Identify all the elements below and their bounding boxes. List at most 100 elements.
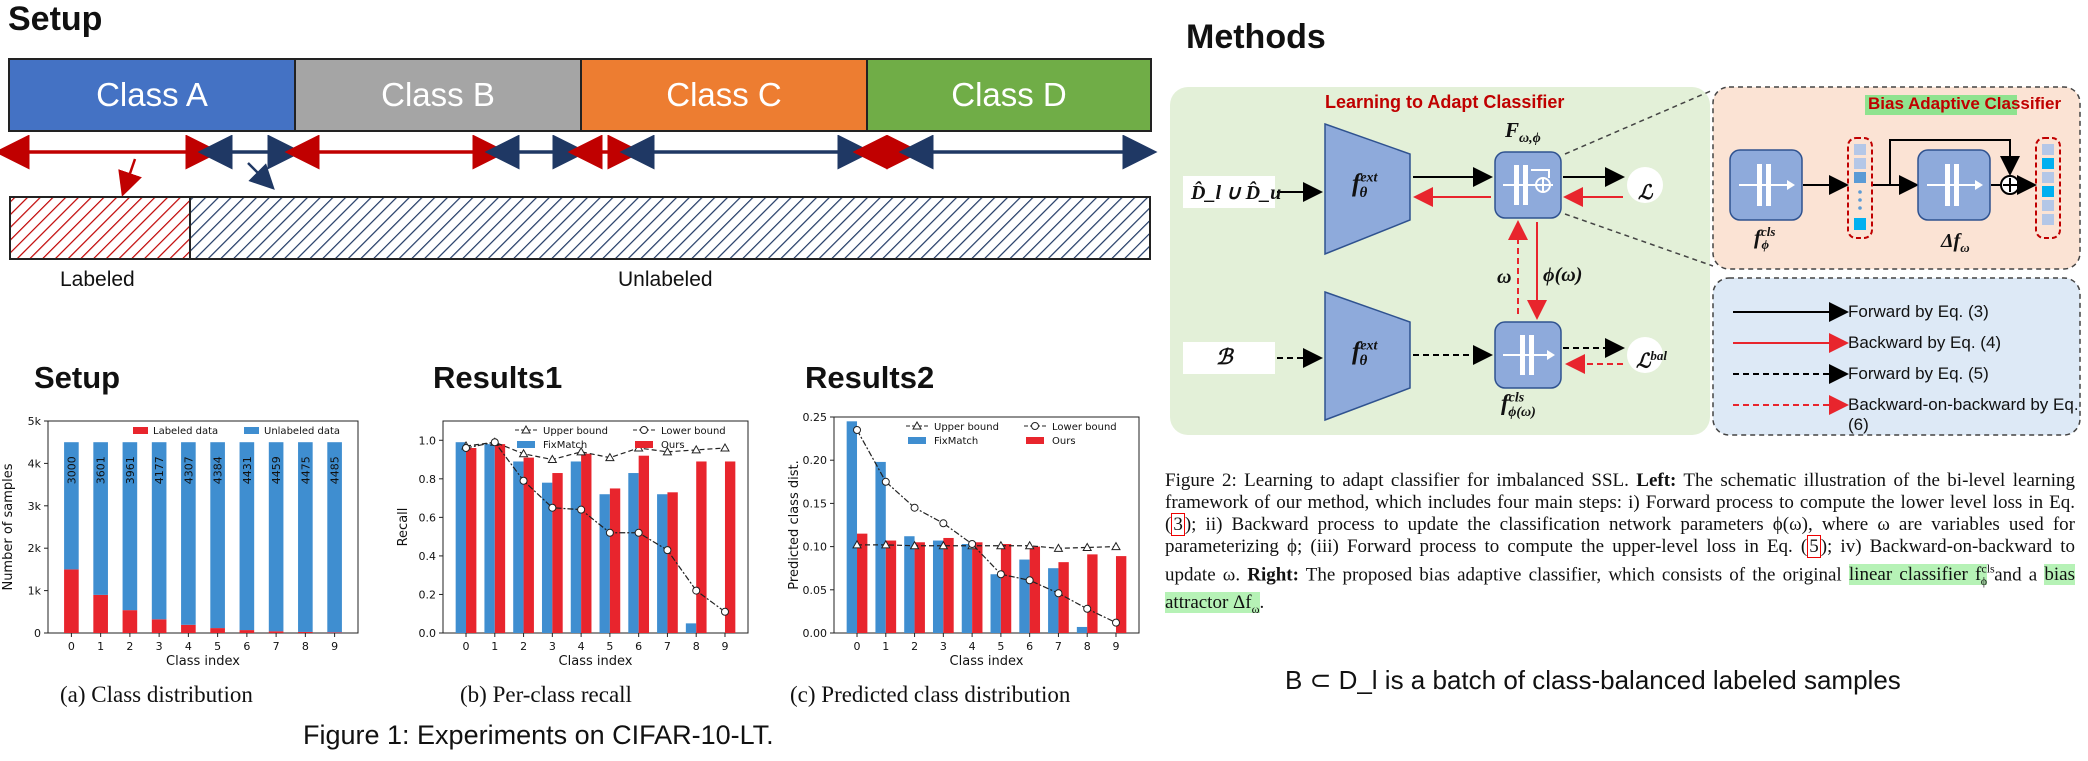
bar-labeled	[298, 631, 313, 633]
input-bottom-label: ℬ	[1216, 345, 1233, 369]
legend-marker-upper	[912, 420, 922, 430]
legend-entry-3: Forward by Eq. (5)	[1848, 364, 1989, 383]
y-tick-label: 0.0	[419, 627, 437, 640]
bar-fixmatch	[513, 461, 524, 633]
batch-note: B ⊂ D_l is a batch of class-balanced lab…	[1285, 665, 1901, 695]
lower-bound-point	[853, 425, 862, 434]
x-tick-label: 8	[1084, 640, 1091, 653]
upper-bound-point	[909, 540, 920, 550]
upper-bound-point	[1111, 541, 1121, 551]
plot-frame	[833, 416, 1140, 634]
f-cls-right-label: fclsϕ	[1754, 224, 1776, 253]
bar-value-label: 4475	[299, 456, 312, 484]
bar-fixmatch	[904, 536, 915, 633]
x-tick-label: 6	[635, 640, 642, 653]
lower-bound-point	[996, 570, 1005, 579]
bar-fixmatch	[846, 421, 858, 633]
bar-ours	[523, 457, 534, 633]
x-tick-label: 3	[549, 640, 556, 653]
legend-upper-bound: Upper bound	[543, 426, 608, 437]
f-ext-top-label: fextθ	[1352, 170, 1378, 201]
extractor-top	[1324, 122, 1411, 256]
upper-bound-point	[1082, 542, 1093, 551]
x-tick-label: 3	[940, 640, 947, 653]
bar-ours	[466, 447, 477, 633]
upper-bound-point	[605, 452, 615, 462]
x-tick-label: 4	[578, 640, 585, 653]
x-tick-label: 6	[1026, 640, 1033, 653]
bar-ours	[914, 542, 925, 633]
lower-bound-point	[1025, 576, 1034, 585]
upper-bound-point	[1024, 540, 1035, 550]
bar-labeled	[327, 632, 342, 633]
class-box-d: Class D	[866, 58, 1152, 132]
bar-ours	[581, 453, 592, 633]
x-tick-label: 4	[969, 640, 976, 653]
y-tick-label: 0.2	[419, 588, 437, 601]
x-tick-label: 7	[273, 640, 280, 653]
legend-upper-bound: Upper bound	[934, 422, 999, 433]
chart-class-distribution: 0 1k 2k 3k 4k 5k 0 1 2 3 4 5 6 7 8 9 Class index Number o…	[1, 415, 359, 669]
legend-labeled: Labeled data	[153, 426, 218, 437]
bar-value-label: 3961	[124, 456, 137, 484]
legend-swatch-unlabeled	[244, 427, 259, 434]
x-tick-label: 0	[68, 640, 75, 653]
labeled-bar	[9, 196, 191, 260]
lower-bound-point	[692, 586, 701, 595]
lower-bound-point	[605, 528, 614, 537]
legend-swatch-fixmatch	[908, 437, 926, 444]
x-tick-label: 3	[156, 640, 163, 653]
bar-ours	[1029, 546, 1041, 633]
lower-bound-point	[577, 505, 586, 514]
y-axis-label: Predicted class dist.	[787, 460, 802, 589]
bar-fixmatch	[455, 442, 467, 633]
upper-bound-point	[662, 446, 673, 456]
legend-marker-lower	[1031, 422, 1039, 430]
learning-panel	[1170, 87, 1710, 435]
unlabeled-label: Unlabeled	[618, 268, 713, 291]
logit-vector-1	[1847, 137, 1873, 239]
methods-title: Methods	[1186, 18, 1326, 56]
y-tick-label: 1k	[28, 585, 42, 598]
x-axis-label: Class index	[559, 654, 633, 669]
x-tick-label: 9	[1112, 640, 1119, 653]
bar-fixmatch	[1048, 568, 1059, 633]
plot-frame	[47, 420, 359, 634]
legend-ours: Ours	[661, 440, 685, 451]
legend-entry-4: Backward-on-backward by Eq. (6)	[1848, 395, 2079, 434]
y-tick-label: 0.20	[803, 454, 828, 467]
learning-title: Learning to Adapt Classifier	[1325, 92, 1565, 112]
chart-legend: Upper bound Lower bound FixMatch Ours	[906, 420, 1117, 447]
bar-ours	[943, 537, 954, 633]
y-tick-label: 1.0	[419, 434, 437, 447]
legend-lower-bound: Lower bound	[1052, 422, 1117, 433]
y-tick-label: 3k	[28, 500, 42, 513]
phi-omega-label: ϕ(ω)	[1543, 264, 1583, 286]
bar-unlabeled	[239, 442, 255, 631]
method-diagram	[1170, 86, 2081, 436]
y-tick-label: 0.25	[803, 411, 828, 424]
input-top-label: D̂_l ∪ D̂_u	[1191, 182, 1282, 204]
x-tick-label: 0	[463, 640, 470, 653]
caption-b: (b) Per-class recall	[460, 682, 632, 707]
bias-title: Bias Adaptive Classifier	[1868, 94, 2062, 113]
x-tick-label: 4	[185, 640, 192, 653]
y-tick-label: 0.05	[803, 584, 828, 597]
legend-entry-1: Forward by Eq. (3)	[1848, 302, 1989, 321]
bar-ours	[696, 461, 707, 633]
x-tick-label: 2	[520, 640, 527, 653]
legend-marker-upper	[521, 424, 531, 434]
lower-bound-point	[519, 476, 528, 485]
x-tick-label: 5	[997, 640, 1004, 653]
x-axis-label: Class index	[950, 654, 1024, 669]
bar-value-label: 4485	[329, 456, 342, 484]
lower-bound-point	[939, 519, 948, 528]
bar-value-label: 3000	[65, 456, 78, 484]
subfig-setup-title: Setup	[34, 360, 121, 395]
y-tick-label: 0.6	[419, 511, 437, 524]
bar-fixmatch	[1076, 626, 1088, 633]
x-tick-label: 8	[302, 640, 309, 653]
loss-circle	[1627, 167, 1663, 203]
legend-unlabeled: Unlabeled data	[264, 426, 340, 437]
caption-c: (c) Predicted class distribution	[790, 682, 1071, 707]
